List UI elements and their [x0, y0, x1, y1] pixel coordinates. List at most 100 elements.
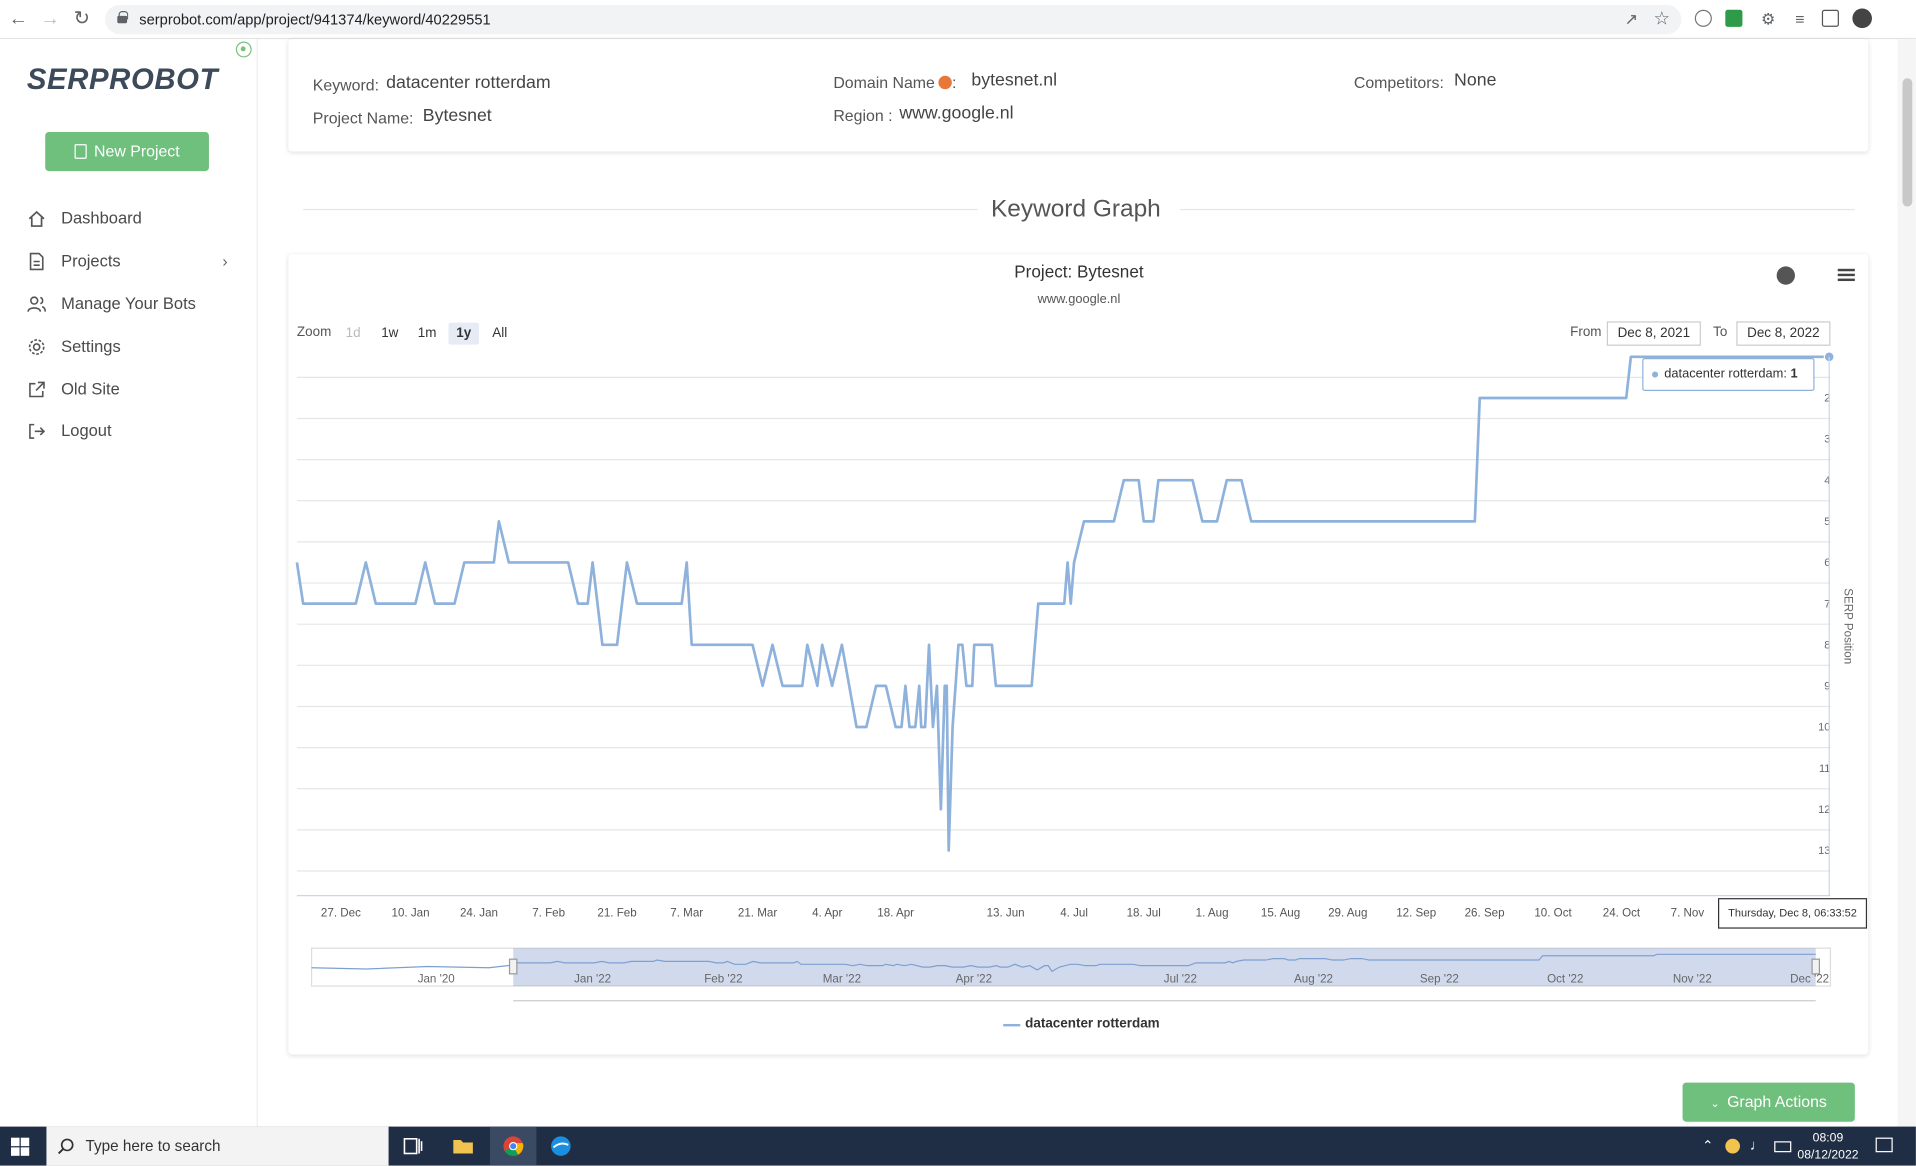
keyword-label: Keyword: — [312, 75, 380, 95]
x-tick-label: 7. Feb — [532, 906, 565, 919]
navigator-label: Oct '22 — [1547, 972, 1583, 985]
taskbar-time[interactable]: 08:09 — [1812, 1131, 1844, 1145]
sidebar-item-settings[interactable]: Settings — [27, 335, 235, 359]
sidebar-item-label: Manage Your Bots — [61, 294, 196, 313]
navigator-label: Aug '22 — [1294, 972, 1333, 985]
windows-taskbar: Type here to search ⌃ ♩ 08:09 08/12/2022 — [0, 1126, 1916, 1166]
navigator-right-handle[interactable] — [1811, 958, 1821, 975]
to-label: To — [1713, 325, 1728, 340]
series-line-datacenter-rotterdam — [295, 355, 1830, 852]
x-tick-label: 18. Jul — [1127, 906, 1161, 919]
y-tick-label: 2 — [1824, 393, 1830, 405]
taskbar-date[interactable]: 08/12/2022 — [1797, 1148, 1859, 1163]
tray-app-icon[interactable] — [1725, 1138, 1740, 1154]
status-target-icon — [235, 41, 252, 58]
share-icon[interactable]: ↗ — [1624, 9, 1638, 29]
sidebar-item-dashboard[interactable]: Dashboard — [27, 207, 235, 231]
from-label: From — [1570, 325, 1602, 340]
navigator-label: Dec '22 — [1790, 972, 1829, 985]
tray-chevron-up-icon[interactable]: ⌃ — [1702, 1138, 1714, 1154]
sidebar — [0, 39, 258, 1127]
new-project-button[interactable]: New Project — [45, 131, 209, 172]
domain-name-label: Domain Name: — [833, 73, 956, 91]
x-tick-label: 7. Nov — [1671, 906, 1705, 919]
windows-start-icon[interactable] — [10, 1137, 30, 1156]
y-tick-label: 13 — [1818, 845, 1830, 857]
keyword-value: datacenter rotterdam — [386, 73, 551, 93]
volume-icon[interactable]: ♩ — [1749, 1136, 1765, 1154]
extensions-puzzle-icon[interactable]: ⚙ — [1760, 9, 1776, 29]
taskbar-search-placeholder: Type here to search — [85, 1137, 221, 1155]
sidebar-item-label: Settings — [61, 337, 121, 356]
status-dot-icon[interactable] — [1776, 266, 1795, 285]
navigator-label: Jan '20 — [418, 972, 455, 985]
url-text: serprobot.com/app/project/941374/keyword… — [139, 10, 491, 29]
chart-title: Project: Bytesnet — [1014, 261, 1144, 282]
region-value: www.google.nl — [899, 103, 1014, 124]
chrome-icon — [503, 1136, 524, 1156]
reading-list-icon[interactable]: ≡ — [1795, 9, 1805, 29]
taskbar-search-box[interactable]: Type here to search — [46, 1126, 389, 1166]
sidebar-item-manage-bots[interactable]: Manage Your Bots — [27, 292, 235, 316]
scrollbar-thumb[interactable] — [1902, 78, 1913, 207]
skype-extension-icon[interactable] — [1694, 9, 1712, 27]
legend-line-icon — [1003, 1023, 1021, 1027]
forward-icon[interactable]: → — [40, 8, 60, 30]
x-tick-label: 15. Aug — [1261, 906, 1300, 919]
check-extension-icon[interactable] — [1725, 9, 1743, 27]
sidebar-item-label: Old Site — [61, 380, 120, 399]
domain-name-value: bytesnet.nl — [971, 70, 1058, 91]
x-tick-label: 7. Mar — [670, 906, 703, 919]
notifications-icon[interactable] — [1875, 1137, 1893, 1153]
x-tick-label: 21. Mar — [738, 906, 777, 919]
bookmark-star-icon[interactable]: ☆ — [1653, 8, 1670, 30]
logout-icon — [29, 423, 46, 439]
sidebar-item-label: Logout — [61, 421, 112, 440]
browser-toolbar: ← → ↻ serprobot.com/app/project/941374/k… — [0, 0, 1916, 40]
tooltip-value: 1 — [1790, 366, 1798, 382]
zoom-1y-button[interactable]: 1y — [448, 322, 479, 345]
app-blue-icon[interactable] — [550, 1135, 572, 1157]
address-bar[interactable] — [105, 4, 1682, 35]
to-date-input[interactable]: Dec 8, 2022 — [1736, 321, 1831, 346]
zoom-1m-button[interactable]: 1m — [417, 326, 437, 341]
y-tick-label: 8 — [1824, 639, 1830, 651]
sidebar-item-projects[interactable]: Projects › — [27, 249, 235, 273]
home-icon — [28, 210, 45, 227]
sidebar-item-old-site[interactable]: Old Site — [27, 378, 235, 402]
profile-avatar-icon[interactable] — [1852, 8, 1872, 29]
y-tick-label: 6 — [1824, 557, 1830, 569]
serprobot-logo[interactable]: SERPROBOT — [26, 63, 219, 97]
tooltip-series: datacenter rotterdam: — [1664, 366, 1787, 382]
hamburger-menu-icon[interactable] — [1837, 266, 1856, 283]
file-explorer-icon[interactable] — [452, 1135, 474, 1157]
back-icon[interactable]: ← — [8, 8, 29, 30]
navigator-left-handle[interactable] — [508, 958, 518, 975]
page-scrollbar[interactable] — [1897, 39, 1916, 1127]
y-tick-label: 3 — [1824, 434, 1830, 446]
lock-icon — [117, 10, 129, 24]
side-panel-icon[interactable] — [1821, 9, 1839, 27]
y-axis-title: SERP Position — [1840, 588, 1855, 665]
from-date-input[interactable]: Dec 8, 2021 — [1606, 321, 1701, 346]
x-tick-label: 27. Dec — [321, 906, 361, 919]
zoom-1d-button[interactable]: 1d — [345, 326, 361, 341]
y-tick-label: 11 — [1819, 763, 1830, 775]
domain-colon: : — [951, 73, 957, 92]
keyword-graph-card — [288, 254, 1869, 1055]
network-icon[interactable] — [1774, 1141, 1792, 1153]
graph-actions-button[interactable]: ⌄ Graph Actions — [1682, 1082, 1855, 1122]
sidebar-item-logout[interactable]: Logout — [27, 419, 235, 443]
zoom-1w-button[interactable]: 1w — [381, 326, 399, 341]
x-tick-label: 1. Aug — [1196, 906, 1229, 919]
x-tick-label: 21. Feb — [597, 906, 636, 919]
chevron-right-icon: › — [222, 251, 228, 271]
crosshair-date-label: Thursday, Dec 8, 06:33:52 — [1717, 898, 1868, 929]
zoom-all-button[interactable]: All — [492, 326, 508, 341]
reload-icon[interactable]: ↻ — [73, 8, 91, 30]
project-name-label: Project Name: — [312, 108, 414, 128]
task-view-icon[interactable] — [402, 1135, 424, 1157]
series-dot-icon — [1652, 371, 1659, 378]
